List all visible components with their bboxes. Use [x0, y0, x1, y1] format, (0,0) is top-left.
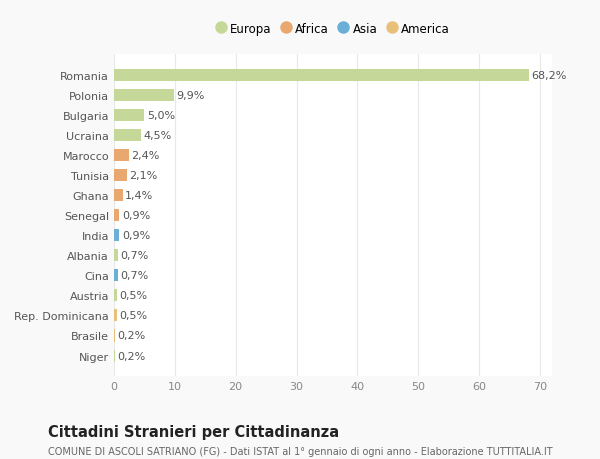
Bar: [114, 230, 119, 242]
Text: Cittadini Stranieri per Cittadinanza: Cittadini Stranieri per Cittadinanza: [48, 425, 339, 440]
Text: 2,4%: 2,4%: [131, 151, 160, 161]
Text: 0,2%: 0,2%: [118, 331, 146, 341]
Text: 0,9%: 0,9%: [122, 231, 150, 241]
Bar: [114, 290, 117, 302]
Text: 9,9%: 9,9%: [176, 91, 205, 101]
Bar: [114, 310, 117, 322]
Text: 1,4%: 1,4%: [125, 191, 153, 201]
Text: 0,7%: 0,7%: [121, 251, 149, 261]
Text: 0,9%: 0,9%: [122, 211, 150, 221]
Bar: [114, 150, 128, 162]
Text: 0,5%: 0,5%: [119, 291, 148, 301]
Text: 5,0%: 5,0%: [147, 111, 175, 121]
Bar: [114, 210, 119, 222]
Bar: [114, 130, 142, 142]
Bar: [114, 170, 127, 182]
Bar: [114, 270, 118, 282]
Bar: [114, 350, 115, 362]
Bar: [114, 110, 145, 122]
Text: 4,5%: 4,5%: [144, 131, 172, 141]
Bar: [114, 190, 122, 202]
Bar: [114, 330, 115, 342]
Legend: Europa, Africa, Asia, America: Europa, Africa, Asia, America: [212, 19, 454, 39]
Text: 68,2%: 68,2%: [532, 71, 566, 81]
Text: 0,7%: 0,7%: [121, 271, 149, 281]
Text: COMUNE DI ASCOLI SATRIANO (FG) - Dati ISTAT al 1° gennaio di ogni anno - Elabora: COMUNE DI ASCOLI SATRIANO (FG) - Dati IS…: [48, 446, 553, 456]
Text: 0,2%: 0,2%: [118, 351, 146, 361]
Bar: [114, 250, 118, 262]
Text: 2,1%: 2,1%: [129, 171, 157, 181]
Bar: [114, 70, 529, 82]
Text: 0,5%: 0,5%: [119, 311, 148, 321]
Bar: [114, 90, 174, 102]
